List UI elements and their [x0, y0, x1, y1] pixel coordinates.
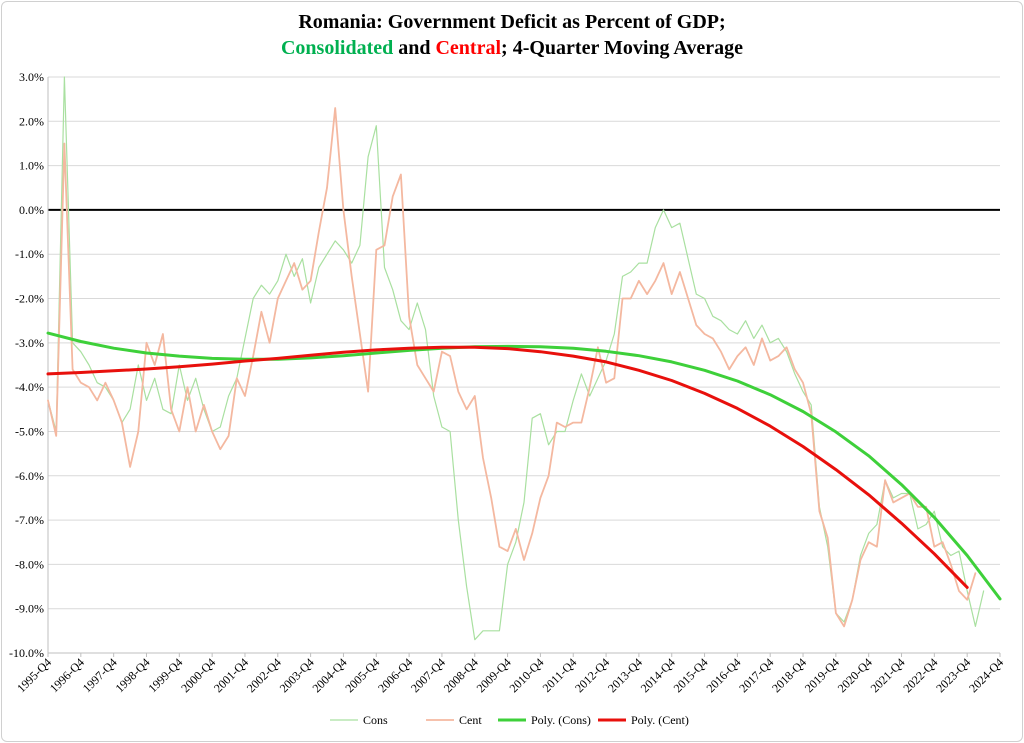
- x-tick-label: 2001-Q4: [211, 655, 251, 695]
- legend-label: Cons: [363, 713, 388, 727]
- title-segment-1: and: [393, 37, 435, 59]
- y-tick-label: -1.0%: [15, 247, 44, 261]
- x-tick-label: 2013-Q4: [605, 655, 645, 695]
- x-tick-label: 2018-Q4: [769, 655, 809, 695]
- x-tick-label: 2017-Q4: [736, 655, 776, 695]
- series-line-poly-cons: [46, 331, 1002, 601]
- x-tick-label: 2024-Q4: [966, 655, 1006, 695]
- y-tick-label: -4.0%: [15, 380, 44, 394]
- y-tick-label: 1.0%: [19, 159, 44, 173]
- title-segment-3: ; 4-Quarter Moving Average: [501, 37, 743, 59]
- x-tick-label: 2006-Q4: [375, 655, 415, 695]
- series-line-poly-cent: [46, 345, 969, 589]
- x-tick-label: 2014-Q4: [638, 655, 678, 695]
- series-lines: [46, 76, 1002, 641]
- legend-label: Poly. (Cent): [631, 713, 689, 727]
- title-segment-0: Consolidated: [281, 37, 393, 59]
- x-tick-label: 1998-Q4: [113, 655, 153, 695]
- y-tick-label: -6.0%: [15, 469, 44, 483]
- x-tick-label: 2019-Q4: [802, 655, 842, 695]
- y-tick-label: -9.0%: [15, 602, 44, 616]
- legend: Cons Cent Poly. (Cons) Poly. (Cent): [330, 713, 689, 727]
- x-tick-label: 2009-Q4: [474, 655, 514, 695]
- x-tick-label: 2008-Q4: [441, 655, 481, 695]
- x-tick-label: 2000-Q4: [178, 655, 218, 695]
- x-tick-label: 2002-Q4: [244, 655, 284, 695]
- x-tick-label: 2016-Q4: [703, 655, 743, 695]
- y-tick-label: 3.0%: [19, 70, 44, 84]
- y-tick-label: -8.0%: [15, 557, 44, 571]
- y-tick-label: 0.0%: [19, 203, 44, 217]
- x-tick-label: 2004-Q4: [309, 655, 349, 695]
- x-tick-label: 2021-Q4: [868, 655, 908, 695]
- x-tick-label: 1997-Q4: [80, 655, 120, 695]
- y-tick-label: 2.0%: [19, 114, 44, 128]
- y-tick-label: -5.0%: [15, 424, 44, 438]
- x-tick-label: 2003-Q4: [277, 655, 317, 695]
- x-tick-label: 1995-Q4: [14, 655, 54, 695]
- x-tick-label: 1996-Q4: [47, 655, 87, 695]
- x-tick-label: 2007-Q4: [408, 655, 448, 695]
- chart-title-line-2: Consolidated and Central; 4-Quarter Movi…: [281, 37, 743, 59]
- series-line-cent: [47, 107, 977, 628]
- y-tick-label: -2.0%: [15, 292, 44, 306]
- title-segment-2: Central: [435, 37, 501, 59]
- x-tick-label: 2015-Q4: [671, 655, 711, 695]
- x-tick-label: 1999-Q4: [145, 655, 185, 695]
- y-axis-labels: 3.0% 2.0% 1.0% 0.0% -1.0% -2.0% -3.0% -4.0% -5.0…: [9, 70, 44, 660]
- x-tick-label: 2020-Q4: [835, 655, 875, 695]
- series-line-cons: [47, 76, 985, 641]
- chart-title-line-1: Romania: Government Deficit as Percent o…: [298, 11, 725, 33]
- axes: [47, 77, 1001, 657]
- legend-label: Cent: [459, 713, 482, 727]
- x-tick-label: 2010-Q4: [506, 655, 546, 695]
- x-tick-label: 2022-Q4: [900, 655, 940, 695]
- x-axis-labels: 1995-Q41996-Q41997-Q41998-Q41999-Q42000-…: [14, 655, 1006, 695]
- x-tick-label: 2012-Q4: [572, 655, 612, 695]
- x-tick-label: 2011-Q4: [540, 655, 580, 695]
- x-tick-label: 2005-Q4: [342, 655, 382, 695]
- legend-label: Poly. (Cons): [531, 713, 591, 727]
- x-tick-label: 2023-Q4: [933, 655, 973, 695]
- y-tick-label: -3.0%: [15, 336, 44, 350]
- y-tick-label: -10.0%: [9, 646, 44, 660]
- y-tick-label: -7.0%: [15, 513, 44, 527]
